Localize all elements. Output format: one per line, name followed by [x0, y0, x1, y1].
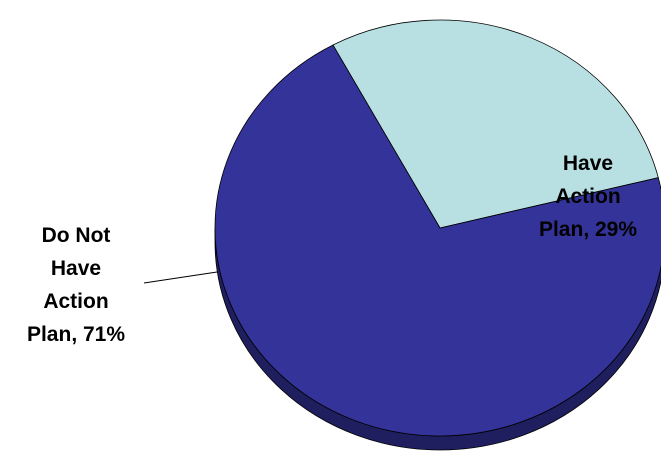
label-do-not-have-action-plan-line: Do Not [42, 224, 111, 247]
label-have-action-plan-line: Action [555, 185, 620, 208]
slice-labels: Have Action Plan, 29% Do Not Have Action Plan,… [27, 152, 637, 346]
label-have-action-plan-line: Have [563, 152, 613, 175]
pie-slices [214, 19, 661, 437]
label-do-not-have-action-plan-line: Action [43, 290, 108, 313]
leader-line-do-not-have [143, 271, 218, 284]
label-do-not-have-action-plan: Do Not Have Action Plan, 71% [27, 224, 125, 346]
pie-slice-have-action-plan [332, 19, 659, 229]
label-do-not-have-action-plan-line: Have [51, 257, 101, 280]
label-have-action-plan-line: Plan, 29% [539, 218, 637, 241]
label-have-action-plan: Have Action Plan, 29% [539, 152, 637, 241]
label-do-not-have-action-plan-line: Plan, 71% [27, 323, 125, 346]
pie-slice-do-not-have-action-plan [214, 44, 661, 437]
